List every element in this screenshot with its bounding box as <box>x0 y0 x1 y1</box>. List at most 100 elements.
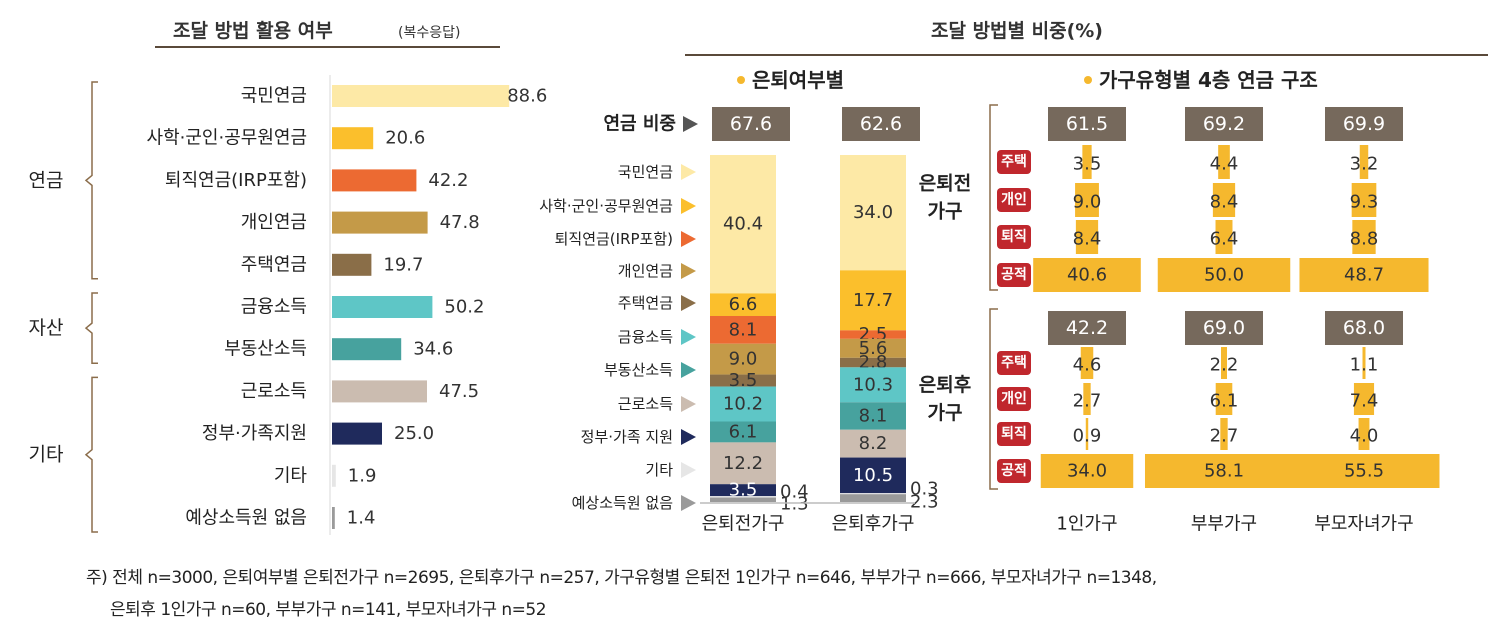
layer-value: 50.0 <box>1204 265 1244 286</box>
bar <box>332 169 417 192</box>
layer-badge-label: 퇴직 <box>1001 425 1027 442</box>
layer-value: 58.1 <box>1204 461 1244 482</box>
layer-value: 4.6 <box>1073 355 1102 376</box>
legend-label: 근로소득 <box>618 395 673 413</box>
layer-badge-label: 공적 <box>1001 266 1027 283</box>
segment-label: 12.2 <box>723 453 763 474</box>
legend-label: 개인연금 <box>618 262 673 280</box>
legend-marker-icon <box>681 263 696 279</box>
layer-bar <box>1299 258 1429 292</box>
group-bracket <box>84 81 98 280</box>
category-label: 부동산소득 <box>224 339 307 360</box>
layer-bar <box>1040 454 1134 488</box>
legend-marker-icon <box>681 495 696 511</box>
category-label: 근로소득 <box>241 381 307 402</box>
total-box <box>1325 311 1403 345</box>
legend-marker-icon <box>681 429 696 445</box>
segment-label: 17.7 <box>853 290 893 311</box>
stacked-segment <box>840 357 906 368</box>
layer-value: 3.2 <box>1350 154 1379 175</box>
layer-bar <box>1218 145 1230 179</box>
segment-label: 10.5 <box>853 465 893 486</box>
stacked-segment <box>710 386 776 422</box>
segment-label: 2.3 <box>910 492 939 513</box>
segment-label: 1.3 <box>780 493 809 514</box>
category-label: 부모자녀가구 <box>1314 514 1413 535</box>
segment-label: 0.3 <box>910 479 939 500</box>
total-value: 68.0 <box>1343 317 1385 339</box>
segment-label: 6.1 <box>729 421 758 442</box>
stacked-segment <box>840 155 906 271</box>
arrow-right-icon <box>683 116 698 132</box>
layer-badge <box>997 263 1031 287</box>
group-bracket <box>84 376 98 533</box>
segment-label: 8.2 <box>859 433 888 454</box>
panel-bracket <box>989 308 998 490</box>
layer-value: 6.4 <box>1210 229 1239 250</box>
total-value: 69.0 <box>1203 317 1245 339</box>
layer-value: 8.4 <box>1210 192 1239 213</box>
layer-bar <box>1215 383 1233 415</box>
layer-value: 9.0 <box>1073 192 1102 213</box>
section-title: 은퇴여부별 <box>752 68 844 92</box>
category-label: 기타 <box>274 465 308 486</box>
bar <box>332 253 372 276</box>
total-box <box>1325 107 1403 141</box>
segment-label: 34.0 <box>853 202 893 223</box>
layer-value: 9.3 <box>1350 192 1379 213</box>
bar <box>332 85 510 107</box>
segment-label: 8.1 <box>729 319 758 340</box>
group-bracket <box>84 292 98 364</box>
layer-badge-label: 주택 <box>1001 354 1027 371</box>
layer-value: 4.0 <box>1350 426 1379 447</box>
legend-marker-icon <box>681 462 696 478</box>
layer-value: 8.8 <box>1350 229 1379 250</box>
layer-badge <box>997 422 1031 446</box>
layer-value: 7.4 <box>1350 391 1379 412</box>
layer-value: 2.2 <box>1210 355 1239 376</box>
value-label: 88.6 <box>507 86 547 107</box>
stacked-segment <box>710 343 776 375</box>
legend-marker-icon <box>681 295 696 311</box>
value-label: 19.7 <box>383 254 423 275</box>
stacked-segment <box>840 493 906 495</box>
layer-bar <box>1221 347 1227 379</box>
legend-label: 기타 <box>645 461 673 479</box>
segment-label: 40.4 <box>723 214 763 235</box>
stacked-segment <box>840 330 906 339</box>
segment-label: 10.2 <box>723 394 763 415</box>
stacked-segment <box>710 293 776 316</box>
value-label: 47.8 <box>440 212 480 233</box>
layer-bar <box>1085 418 1089 450</box>
stacked-segment <box>710 155 776 294</box>
chart1-subtitle: (복수응답) <box>398 25 460 41</box>
total-box <box>1185 107 1263 141</box>
group-label: 기타 <box>29 444 64 466</box>
legend-label: 주택연금 <box>618 294 673 312</box>
panel-label: 은퇴후 <box>919 374 971 396</box>
layer-bar <box>1220 418 1228 450</box>
pension-share-box <box>842 107 920 141</box>
layer-value: 6.1 <box>1210 391 1239 412</box>
layer-badge <box>997 387 1031 411</box>
layer-badge <box>997 351 1031 375</box>
value-label: 34.6 <box>413 339 453 360</box>
layer-value: 34.0 <box>1067 461 1107 482</box>
group-label: 연금 <box>29 169 64 191</box>
segment-label: 5.6 <box>859 338 888 359</box>
legend-marker-icon <box>681 164 696 180</box>
layer-value: 1.1 <box>1350 355 1379 376</box>
segment-label: 3.5 <box>729 370 758 391</box>
layer-badge-label: 주택 <box>1001 153 1027 170</box>
value-label: 1.9 <box>348 465 377 486</box>
stacked-segment <box>710 496 776 498</box>
layer-value: 0.9 <box>1073 426 1102 447</box>
bar <box>332 296 433 318</box>
panel-label: 은퇴전 <box>919 173 971 195</box>
layer-bar <box>1080 347 1094 379</box>
stacked-segment <box>710 421 776 443</box>
pension-share-value: 67.6 <box>730 113 772 135</box>
layer-bar <box>1083 383 1091 415</box>
layer-badge-label: 개인 <box>1001 390 1027 407</box>
